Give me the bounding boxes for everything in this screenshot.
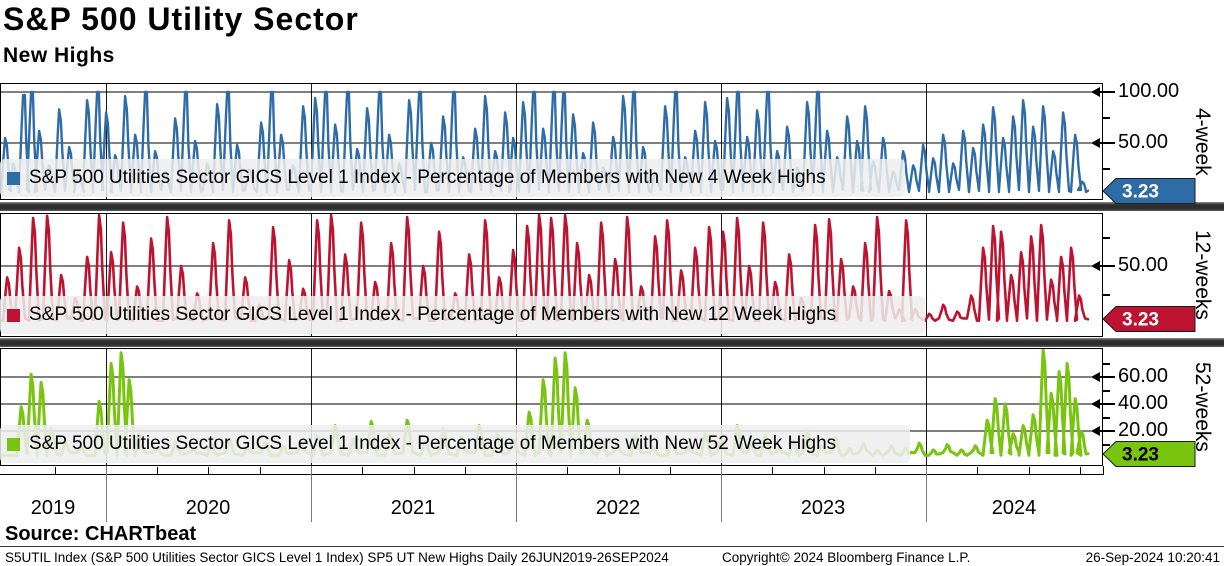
x-axis-year-divider	[311, 466, 312, 522]
panel-52-weeks[interactable]: S&P 500 Utilities Sector GICS Level 1 In…	[0, 348, 1103, 466]
y-tick-label: 40.00	[1118, 392, 1169, 414]
axis-group-label: 12-weeks	[1191, 230, 1214, 320]
x-axis-minor-tick	[465, 467, 466, 474]
legend-label: S&P 500 Utilities Sector GICS Level 1 In…	[29, 167, 826, 188]
axis-group-label: 52-weeks	[1191, 362, 1214, 452]
panel-12-weeks[interactable]: S&P 500 Utilities Sector GICS Level 1 In…	[0, 213, 1103, 337]
x-year-label: 2024	[991, 497, 1037, 519]
x-axis-minor-tick	[670, 467, 671, 474]
footer-left: S5UTIL Index (S&P 500 Utilities Sector G…	[5, 550, 669, 565]
x-axis-minor-tick	[772, 467, 773, 474]
axis-group-label: 4-week	[1191, 107, 1214, 176]
series-line	[0, 213, 1090, 322]
footer-right: 26-Sep-2024 10:20:41	[1085, 550, 1220, 565]
x-axis-minor-tick	[875, 467, 876, 474]
x-axis-minor-tick	[619, 467, 620, 474]
x-axis-minor-tick	[977, 467, 978, 474]
chart-title: S&P 500 Utility Sector	[3, 1, 359, 37]
x-axis-year-divider	[721, 466, 722, 522]
panel-4-week[interactable]: S&P 500 Utilities Sector GICS Level 1 In…	[0, 83, 1103, 200]
footer-divider	[0, 546, 1224, 547]
legend: S&P 500 Utilities Sector GICS Level 1 In…	[0, 296, 925, 334]
y-axis-minor-tick	[1103, 389, 1110, 392]
y-axis-tick	[1091, 399, 1115, 409]
svg-text:3.23: 3.23	[1122, 310, 1159, 331]
x-year-label: 2023	[800, 497, 846, 519]
y-axis-minor-tick	[1103, 167, 1110, 170]
chart-subtitle: New Highs	[3, 44, 115, 67]
last-value-tag: 3.23	[1102, 306, 1196, 333]
x-axis-year-divider	[926, 466, 927, 522]
legend: S&P 500 Utilities Sector GICS Level 1 In…	[0, 425, 910, 463]
x-year-label: 2021	[390, 497, 436, 519]
y-axis-minor-tick	[1103, 443, 1110, 446]
x-axis-minor-tick	[157, 467, 158, 474]
x-axis-minor-tick	[260, 467, 261, 474]
y-axis-minor-tick	[1103, 116, 1110, 119]
last-value-tag: 3.23	[1102, 440, 1196, 467]
x-axis-minor-tick	[414, 467, 415, 474]
x-axis-line	[0, 474, 1104, 475]
y-axis-tick	[1091, 426, 1115, 436]
svg-text:3.23: 3.23	[1122, 181, 1159, 202]
x-axis-minor-tick	[1080, 467, 1081, 474]
panel-separator	[0, 202, 1224, 211]
y-tick-label: 50.00	[1118, 131, 1169, 153]
y-tick-label: 60.00	[1118, 365, 1169, 387]
y-axis-minor-tick	[1103, 362, 1110, 365]
source-label: Source: CHARTbeat	[5, 523, 197, 545]
legend: S&P 500 Utilities Sector GICS Level 1 In…	[0, 159, 905, 197]
y-axis-minor-tick	[1103, 293, 1110, 296]
y-axis-minor-tick	[1103, 416, 1110, 419]
y-axis-spine	[1103, 466, 1104, 475]
x-year-label: 2019	[30, 497, 76, 519]
x-year-label: 2020	[185, 497, 231, 519]
x-axis-minor-tick	[567, 467, 568, 474]
y-tick-label: 50.00	[1118, 254, 1169, 276]
x-year-label: 2022	[595, 497, 641, 519]
last-value-tag: 3.23	[1102, 177, 1196, 204]
x-axis-minor-tick	[824, 467, 825, 474]
y-tick-label: 20.00	[1118, 419, 1169, 441]
legend-label: S&P 500 Utilities Sector GICS Level 1 In…	[29, 304, 837, 325]
svg-text:3.23: 3.23	[1122, 444, 1159, 465]
legend-marker	[7, 171, 20, 185]
panel-separator	[0, 338, 1224, 347]
y-axis-tick	[1091, 261, 1115, 271]
x-axis-minor-tick	[362, 467, 363, 474]
y-tick-label: 100.00	[1118, 80, 1180, 102]
y-axis-tick	[1091, 87, 1115, 97]
x-axis-minor-tick	[55, 467, 56, 474]
x-axis-year-divider	[516, 466, 517, 522]
x-axis-year-divider	[106, 466, 107, 522]
legend-label: S&P 500 Utilities Sector GICS Level 1 In…	[29, 433, 837, 454]
y-axis-tick	[1091, 138, 1115, 148]
y-axis-tick	[1091, 372, 1115, 382]
y-axis-minor-tick	[1103, 236, 1110, 239]
x-axis-minor-tick	[208, 467, 209, 474]
x-axis-minor-tick	[1029, 467, 1030, 474]
legend-marker	[7, 308, 20, 322]
legend-marker	[7, 437, 20, 451]
footer-center: Copyright© 2024 Bloomberg Finance L.P.	[722, 550, 971, 565]
